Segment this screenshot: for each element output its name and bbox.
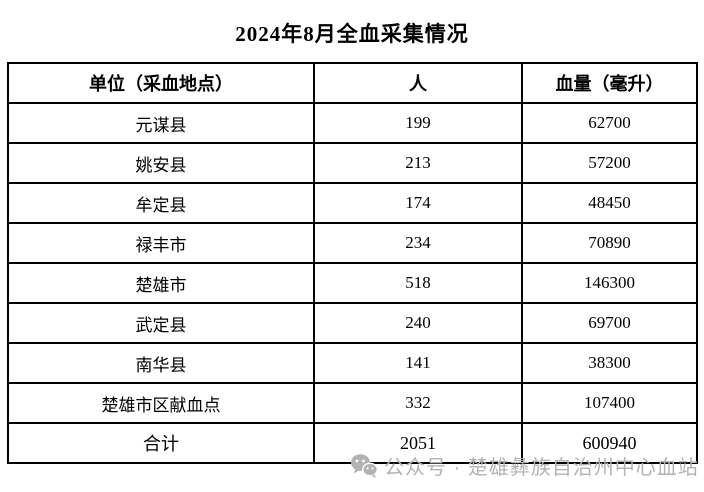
header-people: 人 <box>313 62 523 104</box>
header-unit: 单位（采血地点） <box>7 62 315 104</box>
cell-volume: 38300 <box>521 342 698 384</box>
cell-total-label: 合计 <box>7 422 315 464</box>
cell-people: 199 <box>313 102 523 144</box>
header-volume: 血量（毫升） <box>521 62 698 104</box>
cell-volume: 69700 <box>521 302 698 344</box>
cell-total-volume: 600940 <box>521 422 698 464</box>
cell-volume: 146300 <box>521 262 698 304</box>
cell-volume: 107400 <box>521 382 698 424</box>
cell-unit: 楚雄市区献血点 <box>7 382 315 424</box>
cell-volume: 48450 <box>521 182 698 224</box>
watermark: 公众号 · 楚雄彝族自治州中心血站 <box>350 451 699 480</box>
cell-unit: 牟定县 <box>7 182 315 224</box>
cell-unit: 南华县 <box>7 342 315 384</box>
blood-collection-table: 单位（采血地点） 人 血量（毫升） 元谋县 199 62700 姚安县 213 … <box>7 62 698 464</box>
watermark-text: 公众号 · 楚雄彝族自治州中心血站 <box>384 457 699 479</box>
cell-people: 518 <box>313 262 523 304</box>
cell-total-people: 2051 <box>313 422 523 464</box>
table-total-row: 合计 2051 600940 <box>7 422 698 464</box>
cell-people: 332 <box>313 382 523 424</box>
table-row: 姚安县 213 57200 <box>7 142 698 184</box>
cell-unit: 禄丰市 <box>7 222 315 264</box>
table-row: 禄丰市 234 70890 <box>7 222 698 264</box>
cell-unit: 姚安县 <box>7 142 315 184</box>
page-title: 2024年8月全血采集情况 <box>235 22 469 46</box>
cell-people: 234 <box>313 222 523 264</box>
cell-unit: 武定县 <box>7 302 315 344</box>
table-row: 元谋县 199 62700 <box>7 102 698 144</box>
cell-volume: 70890 <box>521 222 698 264</box>
cell-unit: 元谋县 <box>7 102 315 144</box>
cell-people: 174 <box>313 182 523 224</box>
table-row: 牟定县 174 48450 <box>7 182 698 224</box>
wechat-icon <box>350 453 379 479</box>
table-row: 南华县 141 38300 <box>7 342 698 384</box>
cell-volume: 57200 <box>521 142 698 184</box>
table-row: 楚雄市区献血点 332 107400 <box>7 382 698 424</box>
cell-volume: 62700 <box>521 102 698 144</box>
cell-people: 240 <box>313 302 523 344</box>
cell-people: 141 <box>313 342 523 384</box>
cell-people: 213 <box>313 142 523 184</box>
table-row: 武定县 240 69700 <box>7 302 698 344</box>
table-row: 楚雄市 518 146300 <box>7 262 698 304</box>
table-header-row: 单位（采血地点） 人 血量（毫升） <box>7 62 698 104</box>
cell-unit: 楚雄市 <box>7 262 315 304</box>
